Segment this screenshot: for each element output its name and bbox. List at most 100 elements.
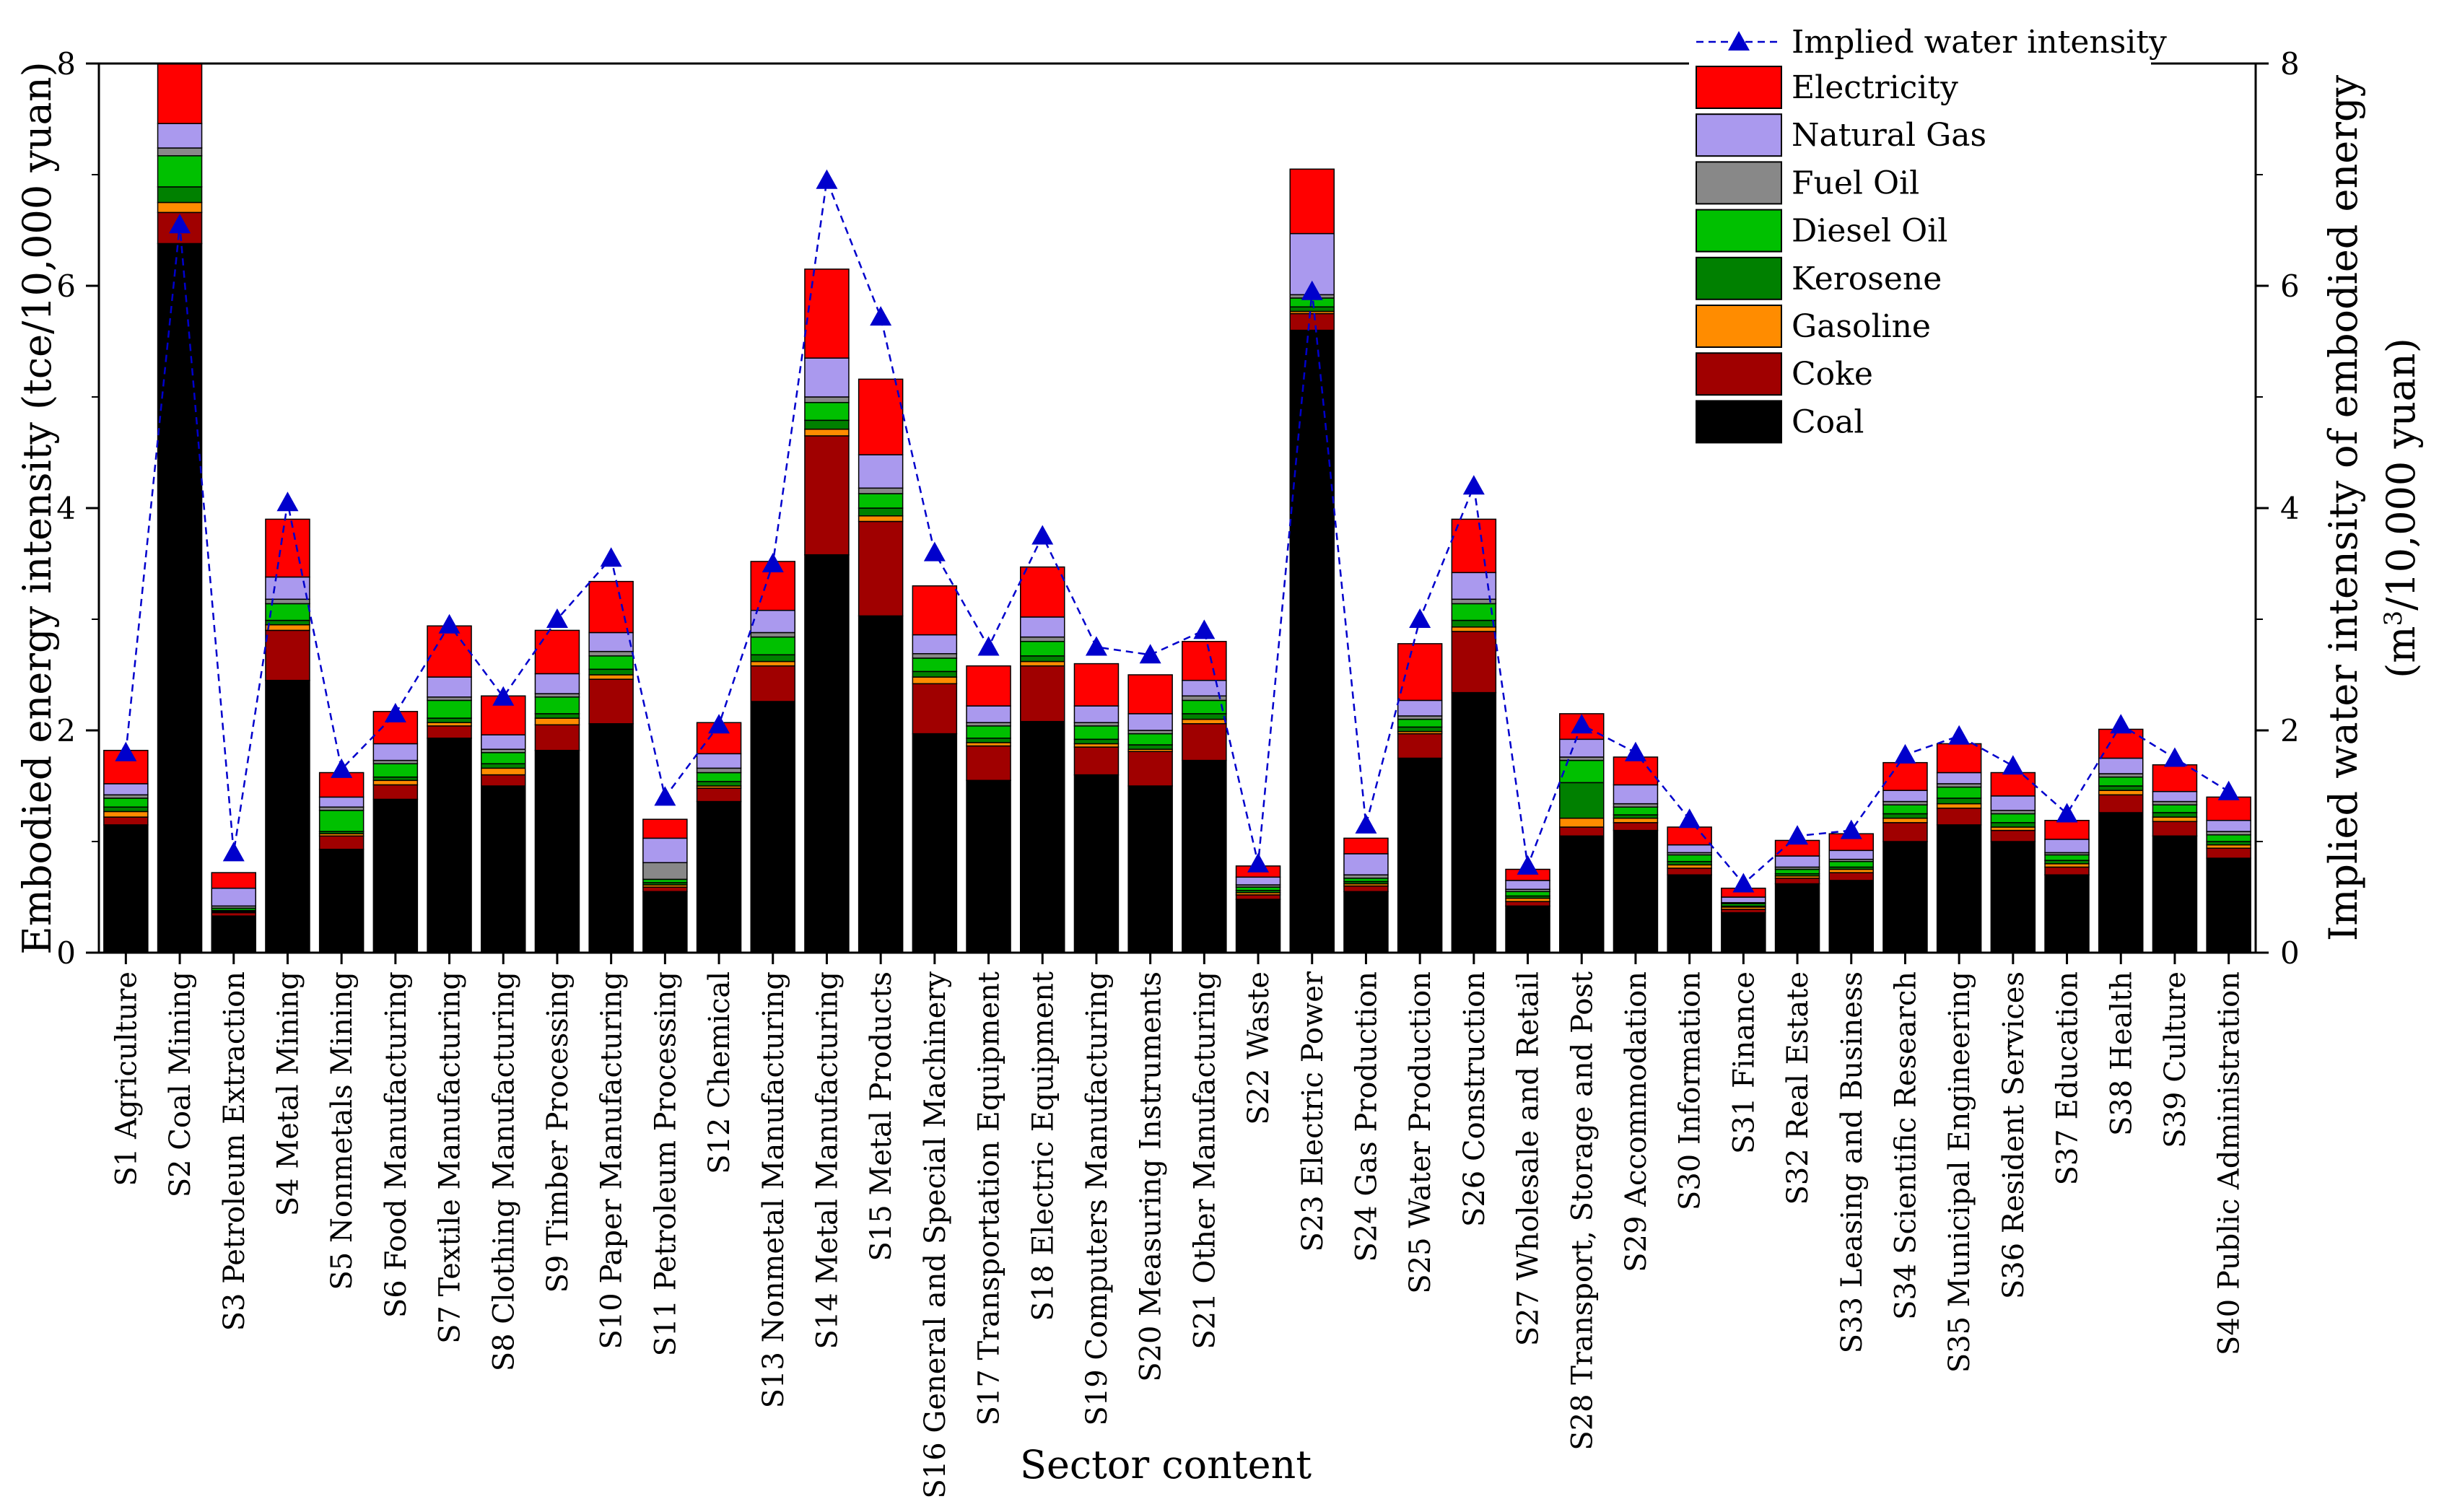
bar-segment-electricity <box>534 629 580 675</box>
bar-segment-kerosene <box>588 668 634 676</box>
bar-segment-coke <box>1774 878 1820 885</box>
bar-segment-kerosene <box>912 670 958 678</box>
bar-segment-coal <box>750 701 795 953</box>
bar-segment-coal <box>588 723 634 953</box>
water-intensity-point <box>870 306 892 326</box>
bar-segment-electricity <box>1020 566 1065 618</box>
bar-segment-coal <box>1182 759 1227 953</box>
y-tick-label: 6 <box>56 268 76 304</box>
category-label: S18 Electric Equipment <box>1026 971 1060 1321</box>
category-label: S25 Water Production <box>1404 971 1437 1294</box>
bar-segment-diesel-oil <box>750 636 795 656</box>
bar-segment-kerosene <box>1559 782 1605 819</box>
bar-segment-coke <box>966 745 1011 782</box>
bar-segment-diesel-oil <box>318 810 365 832</box>
bar-segment-natural-gas <box>1721 896 1766 904</box>
bar-segment-electricity <box>750 561 795 611</box>
legend-label: Kerosene <box>1792 261 1942 297</box>
category-label: S33 Leasing and Business <box>1836 971 1869 1353</box>
bar-segment-kerosene <box>103 806 149 813</box>
legend-label: Implied water intensity <box>1792 24 2167 61</box>
bar-segment-coal <box>265 679 310 953</box>
bar-segment-coal <box>1451 691 1497 953</box>
bar-segment-natural-gas <box>1343 853 1389 875</box>
bar-segment-coke <box>372 784 419 800</box>
y2-unit-suffix: /10,000 yuan) <box>2378 338 2424 611</box>
bar-segment-natural-gas <box>1828 849 1874 860</box>
bar-segment-coal <box>372 798 419 953</box>
bar-segment-fuel-oil <box>588 650 634 657</box>
water-intensity-point <box>276 491 299 512</box>
water-intensity-point <box>1247 852 1270 873</box>
axes-layer: 0 0 2 2 4 4 6 6 8 8 <box>56 46 2299 971</box>
water-intensity-point <box>1139 644 1161 664</box>
bar-segment-coal <box>858 615 904 953</box>
bar-segment-coke <box>427 725 472 739</box>
legend-label: Coke <box>1792 356 1873 393</box>
bar-segment-coal <box>318 849 365 953</box>
category-label: S10 Paper Manufacturing <box>595 971 629 1350</box>
category-label: S26 Construction <box>1458 971 1491 1227</box>
bar-segment-kerosene <box>157 186 203 204</box>
category-label: S9 Timber Processing <box>541 971 575 1293</box>
bar-segment-diesel-oil <box>2098 776 2144 787</box>
y2-axis-title-line1: Implied water intensity of embodied ener… <box>2321 74 2366 941</box>
bar-segment-diesel-oil <box>157 155 203 188</box>
bar-segment-coal <box>534 749 580 953</box>
bar-segment-coal <box>1828 880 1874 953</box>
bar-segment-coke <box>1073 746 1120 776</box>
bar-segment-diesel-oil <box>588 655 634 670</box>
water-intensity-point <box>1193 619 1216 639</box>
legend-label: Diesel Oil <box>1792 213 1947 250</box>
bar-segment-diesel-oil <box>481 752 526 764</box>
bar-segment-kerosene <box>1990 822 2036 828</box>
bar-segment-natural-gas <box>1127 713 1173 731</box>
bar-segment-natural-gas <box>103 783 149 796</box>
bar-segment-diesel-oil <box>1828 860 1874 868</box>
water-intensity-point <box>654 786 676 806</box>
category-label: S35 Municipal Engineering <box>1943 971 1976 1373</box>
bar-segment-kerosene <box>1020 655 1065 663</box>
category-label: S22 Waste <box>1242 971 1275 1125</box>
y2-tick-label: 4 <box>2280 491 2300 526</box>
bar-segment-coal <box>2098 812 2144 953</box>
bar-segment-kerosene <box>427 717 472 723</box>
bar-segment-natural-gas <box>1774 855 1820 868</box>
water-intensity-line <box>125 176 2230 886</box>
bar-segment-gasoline <box>1882 817 1928 823</box>
category-label: S16 General and Special Machinery <box>919 971 952 1499</box>
bar-segment-diesel-oil <box>372 763 419 778</box>
bar-segment-coal <box>1127 785 1173 953</box>
water-intensity-point <box>2110 714 2132 734</box>
legend-triangle-marker <box>1728 31 1750 51</box>
bar-segment-coal <box>2152 835 2198 953</box>
bar-segment-coke <box>1235 894 1281 900</box>
bar-segment-natural-gas <box>2206 819 2251 832</box>
bar-segment-kerosene <box>534 713 580 719</box>
category-label: S6 Food Manufacturing <box>380 971 413 1318</box>
legend-swatch-natural-gas <box>1696 113 1782 157</box>
category-label: S2 Coal Mining <box>164 971 197 1197</box>
category-label: S23 Electric Power <box>1296 971 1330 1251</box>
bar-segment-fuel-oil <box>157 147 203 157</box>
bar-segment-electricity <box>2206 796 2251 821</box>
y-tick-label: 4 <box>56 491 76 526</box>
bar-segment-diesel-oil <box>427 699 472 719</box>
water-intensity-point <box>1894 743 1916 764</box>
bar-segment-coke <box>1289 313 1335 331</box>
water-intensity-point <box>1085 636 1107 656</box>
bars-layer <box>103 63 2251 953</box>
legend-swatch-gasoline <box>1696 305 1782 348</box>
bar-segment-electricity <box>427 625 472 678</box>
bar-segment-coke <box>1828 872 1874 881</box>
bar-segment-gasoline <box>2098 790 2144 796</box>
bar-segment-electricity <box>588 580 634 634</box>
bar-segment-diesel-oil <box>1073 725 1120 740</box>
y2-unit-superscript: 3 <box>2379 611 2408 626</box>
bar-segment-gasoline <box>265 624 310 632</box>
bar-segment-kerosene <box>804 419 850 430</box>
legend-label: Natural Gas <box>1792 117 1986 154</box>
bar-segment-diesel-oil <box>1505 891 1550 897</box>
bar-segment-kerosene <box>265 619 310 626</box>
bar-segment-coal <box>2044 874 2090 953</box>
